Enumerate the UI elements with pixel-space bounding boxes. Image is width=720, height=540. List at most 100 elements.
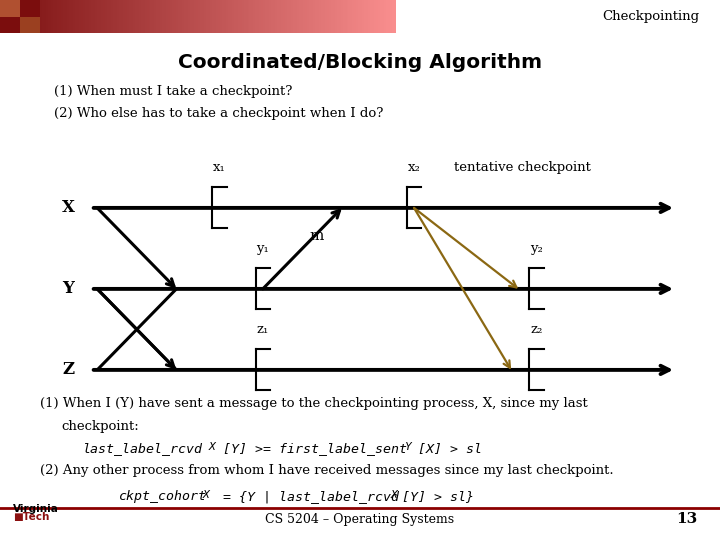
Text: Coordinated/Blocking Algorithm: Coordinated/Blocking Algorithm [178,52,542,72]
Text: CS 5204 – Operating Systems: CS 5204 – Operating Systems [266,513,454,526]
Bar [346,0,348,33]
Text: (1) When must I take a checkpoint?: (1) When must I take a checkpoint? [54,85,292,98]
Bar [131,0,132,33]
Bar [261,0,264,33]
Bar [317,0,319,33]
Bar [44,0,45,33]
Bar [390,0,392,33]
Bar [256,0,258,33]
Bar [97,0,99,33]
Bar [374,0,377,33]
Bar [138,0,140,33]
Bar [20,0,40,17]
Text: [Y] >= first_label_sent: [Y] >= first_label_sent [223,442,408,455]
Bar [240,0,241,33]
Bar [143,0,145,33]
Bar [58,0,60,33]
Bar [333,0,335,33]
Bar [30,0,32,33]
Bar [291,0,293,33]
Bar [214,0,216,33]
Bar [12,0,14,33]
Bar [148,0,150,33]
Bar [182,0,184,33]
Bar [307,0,309,33]
Bar [248,0,249,33]
Bar [68,0,69,33]
Text: (2) Any other process from whom I have received messages since my last checkpoin: (2) Any other process from whom I have r… [40,464,613,477]
Bar [145,0,147,33]
Bar [107,0,109,33]
Bar [210,0,212,33]
Bar [20,17,40,33]
Bar [315,0,317,33]
Bar [250,0,251,33]
Bar [28,0,30,33]
Bar [176,0,179,33]
Bar [150,0,153,33]
Bar [396,0,720,33]
Text: 13: 13 [675,512,697,526]
Bar [271,0,274,33]
Bar [172,0,174,33]
Bar [359,0,361,33]
Text: (2) Who else has to take a checkpoint when I do?: (2) Who else has to take a checkpoint wh… [54,107,383,120]
Bar [277,0,279,33]
Text: X: X [203,490,210,500]
Bar [87,0,89,33]
Bar [89,0,91,33]
Bar [206,0,208,33]
Bar [343,0,344,33]
Bar [52,0,53,33]
Bar [232,0,233,33]
Bar [10,0,12,33]
Text: z₁: z₁ [256,323,269,336]
Bar [287,0,289,33]
Text: (1) When I (Y) have sent a message to the checkpointing process, X, since my las: (1) When I (Y) have sent a message to th… [40,397,588,410]
Bar [81,0,84,33]
Bar [0,17,20,33]
Bar [8,0,10,33]
Bar [153,0,154,33]
Bar [285,0,287,33]
Bar [266,0,267,33]
Bar [155,0,156,33]
Bar [369,0,370,33]
Bar [299,0,301,33]
Text: = {Y | last_label_rcvd: = {Y | last_label_rcvd [215,490,399,503]
Bar [283,0,285,33]
Text: Checkpointing: Checkpointing [603,10,700,23]
Bar [99,0,101,33]
Bar [208,0,210,33]
Bar [356,0,359,33]
Bar [119,0,121,33]
Bar [366,0,369,33]
Bar [220,0,222,33]
Bar [361,0,362,33]
Bar [345,0,346,33]
Bar [192,0,194,33]
Bar [121,0,122,33]
Bar [122,0,125,33]
Bar [378,0,380,33]
Bar [105,0,107,33]
Bar [85,0,87,33]
Bar [37,0,40,33]
Bar [233,0,235,33]
Bar [267,0,269,33]
Bar [42,0,44,33]
Bar [163,0,164,33]
Text: X: X [62,199,75,217]
Bar [370,0,372,33]
Bar [353,0,354,33]
Bar [188,0,190,33]
Bar [335,0,336,33]
Bar [282,0,283,33]
Bar [125,0,127,33]
Bar [101,0,103,33]
Text: m: m [310,229,324,243]
Bar [137,0,138,33]
Bar [6,0,8,33]
Text: Y: Y [405,442,412,452]
Bar [109,0,111,33]
